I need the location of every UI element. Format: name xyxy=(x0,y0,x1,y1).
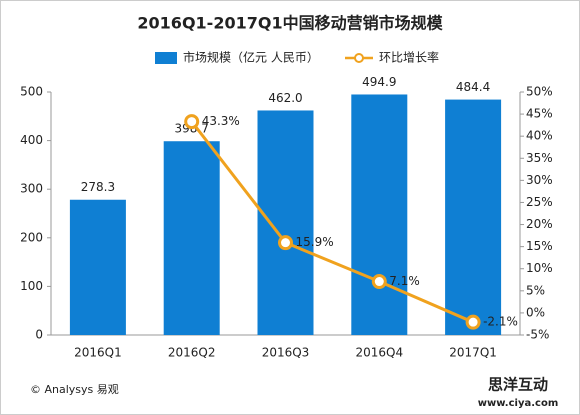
x-tick-label: 2017Q1 xyxy=(449,346,497,360)
y-tick-label: 300 xyxy=(20,182,43,196)
line xyxy=(190,120,474,324)
y2-tick-label: 45% xyxy=(526,107,553,121)
y2-tick-label: -5% xyxy=(526,328,549,342)
line-marker xyxy=(184,114,200,130)
data-label: 484.4 xyxy=(456,80,490,94)
bar xyxy=(257,110,314,335)
data-label: 7.1% xyxy=(389,274,420,288)
y-tick-label: 0 xyxy=(35,328,43,342)
y2-tick-label: 20% xyxy=(526,217,553,231)
bar xyxy=(445,99,502,335)
y-tick-label: 500 xyxy=(20,85,43,99)
watermark: 思洋互动 xyxy=(488,376,548,394)
y2-tick-label: 50% xyxy=(526,85,553,99)
watermark-url: www.ciya.com xyxy=(478,398,559,409)
y2-tick-label: 35% xyxy=(526,151,553,165)
x-tick-label: 2016Q4 xyxy=(355,346,403,360)
data-label: 278.3 xyxy=(81,180,115,194)
y2-tick-label: 5% xyxy=(526,283,545,297)
line-marker xyxy=(465,314,481,330)
x-tick-label: 2016Q2 xyxy=(168,346,216,360)
y-tick-label: 200 xyxy=(20,230,43,244)
legend-label: 市场规模（亿元 人民币） xyxy=(183,50,319,65)
y2-tick-label: 15% xyxy=(526,239,553,253)
bar xyxy=(163,141,220,335)
bar xyxy=(351,94,408,335)
y-tick-label: 400 xyxy=(20,133,43,147)
y-tick-label: 100 xyxy=(20,279,43,293)
line-marker xyxy=(371,274,387,290)
data-label: 494.9 xyxy=(362,75,396,89)
data-label: 15.9% xyxy=(296,235,334,249)
legend-swatch xyxy=(155,52,177,64)
y2-tick-label: 10% xyxy=(526,261,553,275)
data-label: 43.3% xyxy=(202,114,240,128)
legend-label: 环比增长率 xyxy=(379,50,439,65)
legend-swatch xyxy=(354,53,364,63)
source: © Analysys 易观 xyxy=(30,383,119,396)
y2-tick-label: 30% xyxy=(526,173,553,187)
y2-tick-label: 40% xyxy=(526,129,553,143)
data-label: -2.1% xyxy=(483,315,518,329)
data-label: 462.0 xyxy=(268,91,302,105)
y2-tick-label: 25% xyxy=(526,195,553,209)
chart-title: 2016Q1-2017Q1中国移动营销市场规模 xyxy=(137,14,443,33)
x-tick-label: 2016Q3 xyxy=(262,346,310,360)
y2-tick-label: 0% xyxy=(526,305,545,319)
line-marker xyxy=(278,235,293,251)
x-tick-label: 2016Q1 xyxy=(74,346,122,360)
bar xyxy=(69,199,126,335)
